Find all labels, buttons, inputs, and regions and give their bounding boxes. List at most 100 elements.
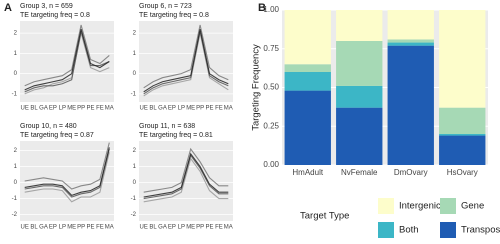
panel-label: A (4, 2, 12, 14)
x-tick-label: PE (205, 106, 213, 112)
panel-label: B (258, 2, 266, 14)
x-tick-label: LP (178, 225, 185, 231)
plot-background (20, 141, 114, 221)
profile-line (143, 157, 229, 203)
profile-line (24, 147, 110, 197)
y-tick-label: 0.00 (263, 160, 279, 169)
y-tick-label: -2 (131, 212, 137, 218)
plot-background (20, 21, 114, 102)
plot-background (139, 21, 233, 102)
x-tick-label: UE (140, 225, 148, 231)
x-tick-label: LP (59, 225, 66, 231)
profile-line (143, 152, 229, 198)
chart-subtitle: TE targeting freq = 0.87 (20, 132, 94, 139)
chart-subtitle: TE targeting freq = 0.8 (20, 12, 90, 19)
x-tick-label: DmOvary (394, 168, 428, 177)
x-tick-label: FE (96, 225, 104, 231)
profile-line (24, 152, 110, 203)
chart-subtitle: TE targeting freq = 0.8 (139, 12, 209, 19)
bar-segment (284, 64, 331, 72)
x-tick-label: GA (158, 225, 167, 231)
legend-label: Gene (461, 201, 484, 212)
x-tick-label: ME (67, 225, 76, 231)
profile-line (143, 28, 229, 93)
y-tick-label: 0.25 (263, 121, 279, 130)
plot-background (139, 141, 233, 221)
x-tick-label: UE (21, 106, 29, 112)
x-tick-label: PP (196, 225, 204, 231)
x-tick-label: ME (186, 225, 195, 231)
y-tick-label: 1 (133, 164, 137, 170)
bar-segment (336, 107, 383, 165)
bar-segment (439, 134, 486, 136)
x-tick-label: GA (158, 106, 167, 112)
bar-segment (439, 107, 486, 134)
y-tick-label: 0 (133, 180, 137, 186)
profile-line (143, 147, 229, 193)
bar-segment (387, 45, 434, 165)
x-tick-label: FE (215, 106, 223, 112)
x-tick-label: EP (168, 106, 176, 112)
chart-title: Group 11, n = 638 (139, 123, 195, 130)
legend-key (378, 198, 394, 214)
chart-subtitle: TE targeting freq = 0.81 (139, 132, 213, 139)
y-axis-label: Targeting Frequency (251, 44, 262, 131)
x-tick-label: PP (77, 106, 85, 112)
x-tick-label: EP (49, 225, 57, 231)
y-tick-label: 1.00 (263, 5, 279, 14)
bar-segment (284, 90, 331, 165)
y-tick-label: -1 (131, 196, 137, 202)
x-tick-label: BL (30, 106, 38, 112)
profile-line (143, 31, 229, 95)
chart-title: Group 10, n = 480 (20, 123, 77, 130)
y-tick-label: 1 (133, 51, 137, 57)
y-tick-label: 2 (133, 148, 137, 154)
profile-line (24, 28, 110, 91)
x-tick-label: LP (59, 106, 66, 112)
profile-line (24, 24, 110, 87)
bar-segment (336, 85, 383, 108)
x-tick-label: EP (168, 225, 176, 231)
x-tick-label: MA (224, 225, 233, 231)
x-tick-label: UE (21, 225, 29, 231)
y-tick-label: 0.50 (263, 83, 279, 92)
bar-segment (336, 10, 383, 41)
y-tick-label: -1 (131, 91, 137, 97)
x-tick-label: PE (86, 225, 94, 231)
x-tick-label: LP (178, 106, 185, 112)
x-tick-label: BL (149, 225, 157, 231)
legend-title: Target Type (300, 211, 349, 222)
legend-label: Transposon (461, 225, 500, 236)
y-tick-label: 1 (14, 164, 18, 170)
x-tick-label: ME (186, 106, 195, 112)
profile-line (24, 33, 110, 95)
x-tick-label: HmAdult (292, 168, 323, 177)
profile-line (143, 24, 229, 89)
bar-segment (284, 72, 331, 91)
x-tick-label: GA (39, 225, 48, 231)
x-tick-label: MA (105, 225, 114, 231)
bar-segment (284, 10, 331, 65)
x-tick-label: MA (224, 106, 233, 112)
y-tick-label: 2 (14, 148, 18, 154)
profile-line (24, 148, 110, 198)
bar-segment (387, 39, 434, 43)
bar-segment (336, 41, 383, 86)
x-tick-label: BL (149, 106, 157, 112)
bar-segment (439, 10, 486, 108)
x-tick-label: GA (39, 106, 48, 112)
y-tick-label: 0 (14, 180, 18, 186)
profile-line (143, 33, 229, 97)
x-tick-label: HsOvary (447, 168, 478, 177)
x-tick-label: MA (105, 106, 114, 112)
x-tick-label: NvFemale (341, 168, 378, 177)
y-tick-label: -1 (12, 196, 18, 202)
bar-segment (439, 135, 486, 165)
bar-segment (387, 42, 434, 46)
legend-label: Intergenic (399, 201, 441, 212)
x-tick-label: EP (49, 106, 57, 112)
x-tick-label: BL (30, 225, 38, 231)
y-tick-label: -1 (12, 91, 18, 97)
x-tick-label: UE (140, 106, 148, 112)
